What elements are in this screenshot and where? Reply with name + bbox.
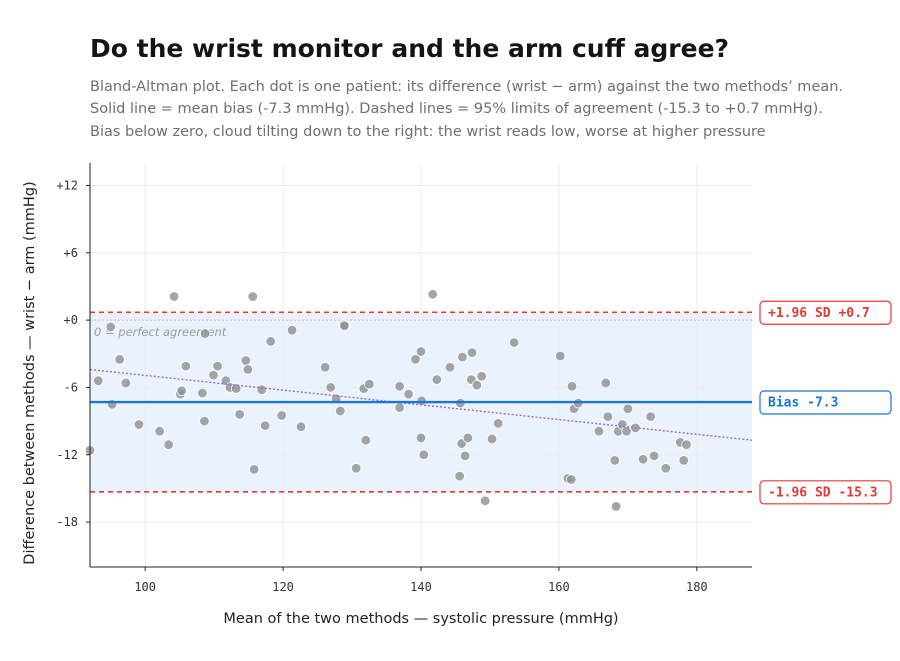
data-point bbox=[247, 291, 258, 302]
data-point bbox=[471, 380, 483, 391]
data-point bbox=[637, 454, 649, 465]
data-point bbox=[621, 426, 632, 437]
data-point bbox=[678, 455, 689, 466]
x-tick-label: 140 bbox=[410, 580, 432, 594]
x-axis-title: Mean of the two methods — systolic press… bbox=[223, 611, 618, 627]
y-tick-label: -6 bbox=[64, 380, 78, 394]
data-point bbox=[176, 385, 187, 397]
data-point bbox=[454, 470, 465, 482]
data-point bbox=[93, 375, 104, 386]
data-point bbox=[364, 378, 375, 390]
data-point bbox=[610, 501, 622, 512]
data-point bbox=[566, 474, 577, 485]
data-point bbox=[180, 360, 192, 372]
data-point bbox=[212, 360, 223, 372]
x-tick-label: 120 bbox=[272, 580, 294, 594]
data-point bbox=[555, 350, 566, 362]
data-point bbox=[248, 464, 260, 475]
upper-limit-tag-box bbox=[759, 300, 892, 325]
data-point bbox=[394, 381, 405, 392]
data-point bbox=[295, 421, 307, 432]
data-point bbox=[410, 354, 421, 365]
data-point bbox=[120, 377, 132, 389]
lower-limit-tag-box bbox=[759, 480, 892, 505]
data-point bbox=[286, 325, 298, 336]
data-point bbox=[648, 450, 660, 462]
y-tick-label: -18 bbox=[56, 515, 78, 529]
data-point bbox=[105, 321, 116, 333]
data-point bbox=[602, 411, 614, 422]
data-point bbox=[457, 351, 468, 363]
data-point bbox=[660, 463, 672, 474]
data-point bbox=[415, 346, 427, 357]
data-point bbox=[681, 439, 692, 450]
data-point bbox=[415, 432, 427, 444]
x-tick-label: 100 bbox=[134, 580, 156, 594]
data-point bbox=[360, 434, 372, 446]
subtitle-line-1: Bland-Altman plot. Each dot is one patie… bbox=[90, 79, 844, 95]
subtitle-line-2: Solid line = mean bias (-7.3 mmHg). Dash… bbox=[90, 101, 823, 117]
data-point bbox=[394, 402, 405, 413]
data-point bbox=[427, 289, 438, 300]
lower-limit-tag-text: -1.96 SD -15.3 bbox=[768, 485, 878, 500]
data-point bbox=[476, 371, 487, 382]
data-point bbox=[256, 384, 267, 395]
data-point bbox=[199, 415, 210, 427]
data-point bbox=[566, 381, 578, 392]
bias-tag-box bbox=[759, 390, 892, 415]
x-tick-label: 160 bbox=[548, 580, 570, 594]
data-point bbox=[133, 419, 145, 430]
data-point bbox=[339, 320, 350, 331]
bias-tag-text: Bias -7.3 bbox=[768, 396, 838, 411]
data-point bbox=[444, 362, 456, 373]
data-point bbox=[197, 387, 208, 399]
data-point bbox=[335, 405, 346, 417]
data-point bbox=[168, 291, 180, 302]
data-point bbox=[600, 377, 612, 389]
y-tick-label: +6 bbox=[64, 246, 78, 260]
chart-title: Do the wrist monitor and the arm cuff ag… bbox=[90, 34, 730, 63]
y-tick-label: -12 bbox=[56, 448, 78, 462]
data-point bbox=[319, 362, 331, 373]
data-point bbox=[508, 337, 520, 348]
data-point bbox=[230, 383, 242, 394]
data-point bbox=[462, 432, 474, 444]
data-point bbox=[208, 369, 219, 381]
y-tick-label: +12 bbox=[56, 178, 78, 192]
data-point bbox=[234, 409, 245, 420]
data-point bbox=[466, 347, 478, 358]
data-point bbox=[154, 426, 165, 437]
data-point bbox=[325, 382, 336, 393]
data-point bbox=[493, 418, 504, 429]
data-point bbox=[350, 463, 362, 474]
x-tick-label: 180 bbox=[686, 580, 708, 594]
data-point bbox=[114, 354, 125, 365]
y-tick-label: +0 bbox=[64, 313, 78, 327]
upper-limit-tag-text: +1.96 SD +0.7 bbox=[768, 306, 870, 321]
data-point bbox=[486, 433, 498, 445]
y-axis-title: Difference between methods — wrist − arm… bbox=[22, 181, 38, 564]
data-point bbox=[479, 495, 491, 506]
data-point bbox=[609, 455, 620, 466]
data-point bbox=[593, 426, 605, 437]
data-point bbox=[622, 403, 634, 414]
data-point bbox=[431, 374, 443, 385]
subtitle-line-3: Bias below zero, cloud tilting down to t… bbox=[90, 124, 766, 140]
trend-line bbox=[89, 368, 753, 441]
data-point bbox=[645, 411, 656, 422]
data-point bbox=[265, 336, 276, 347]
data-point bbox=[242, 364, 254, 375]
zero-line-label: 0 = perfect agreement bbox=[94, 325, 227, 339]
data-point bbox=[418, 449, 429, 460]
data-point bbox=[459, 450, 471, 462]
data-point bbox=[259, 420, 271, 431]
data-point bbox=[240, 355, 252, 366]
data-point bbox=[276, 410, 287, 421]
data-point bbox=[199, 328, 211, 339]
data-point bbox=[403, 388, 414, 400]
data-point bbox=[163, 439, 174, 450]
